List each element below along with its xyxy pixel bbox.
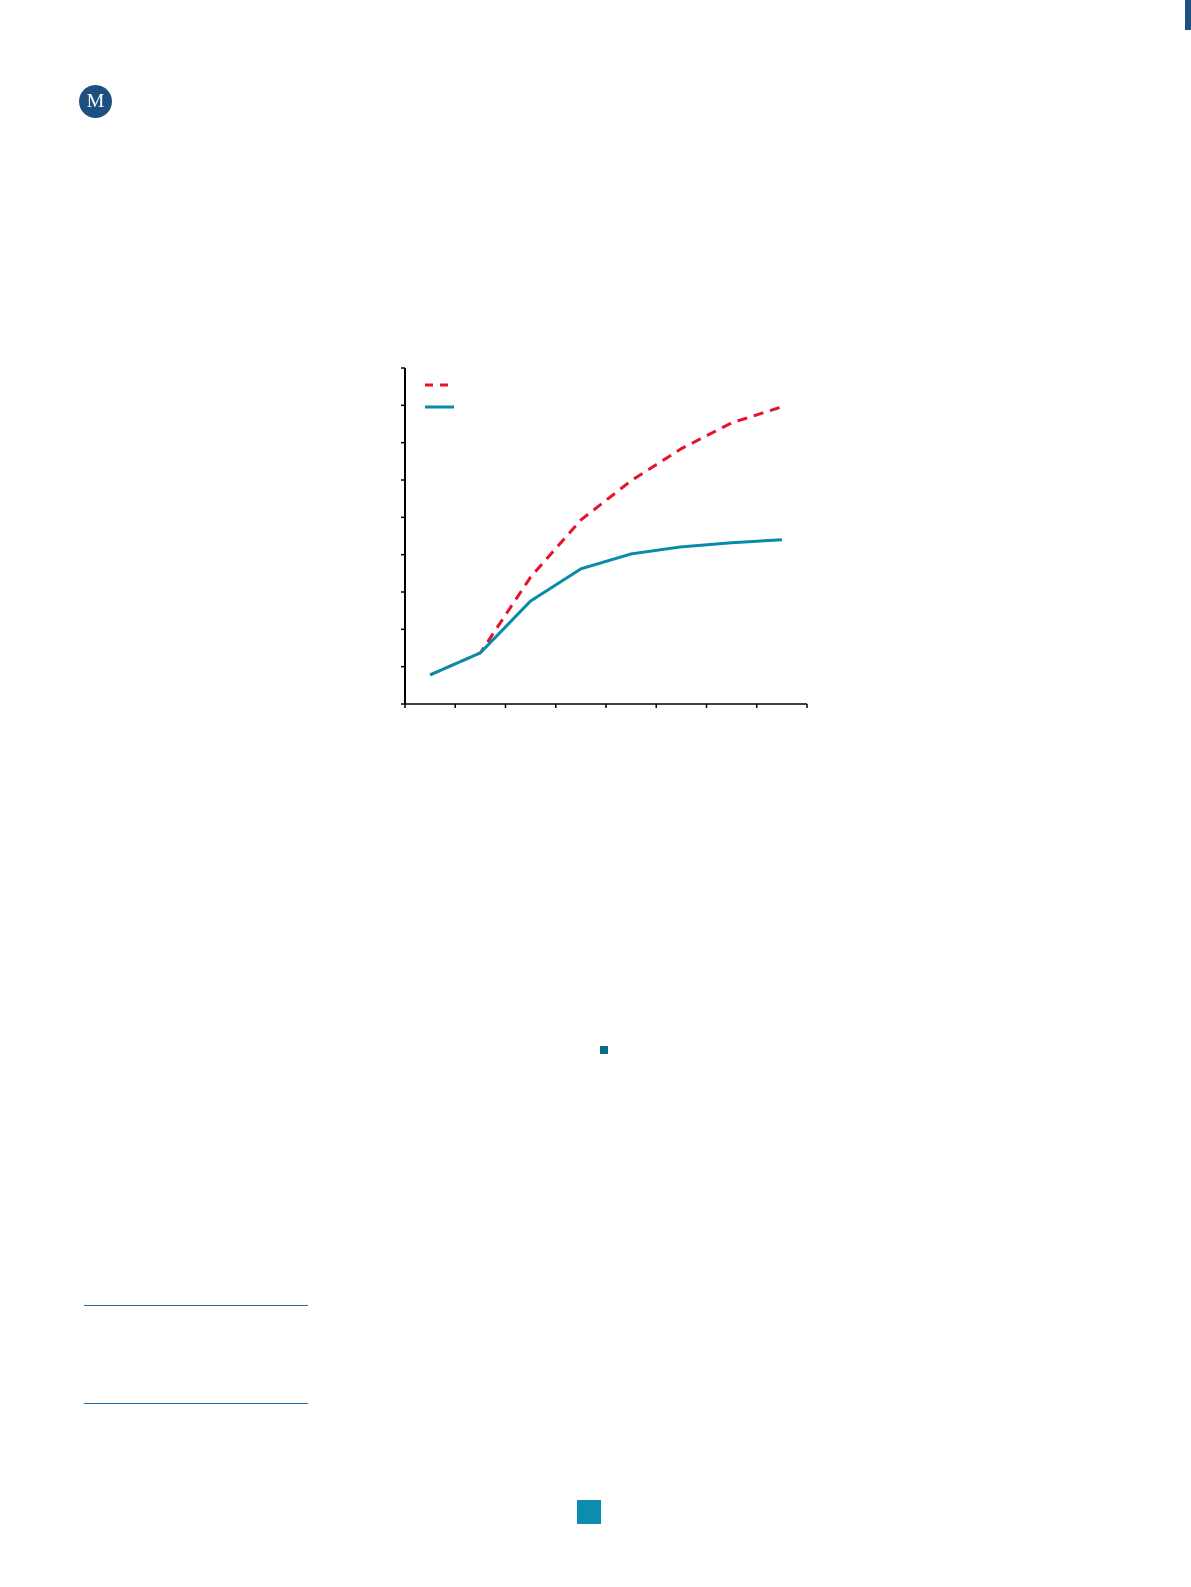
bullet-square bbox=[600, 1046, 608, 1054]
series-line-solid bbox=[429, 538, 782, 677]
company-logo: M bbox=[79, 85, 112, 118]
line-chart bbox=[401, 367, 808, 708]
divider-line bbox=[84, 1403, 308, 1404]
series-line-dashed bbox=[429, 405, 783, 677]
page-edge-stripe bbox=[1185, 0, 1191, 30]
divider-line bbox=[84, 1305, 308, 1306]
page-number-box bbox=[577, 1500, 601, 1524]
